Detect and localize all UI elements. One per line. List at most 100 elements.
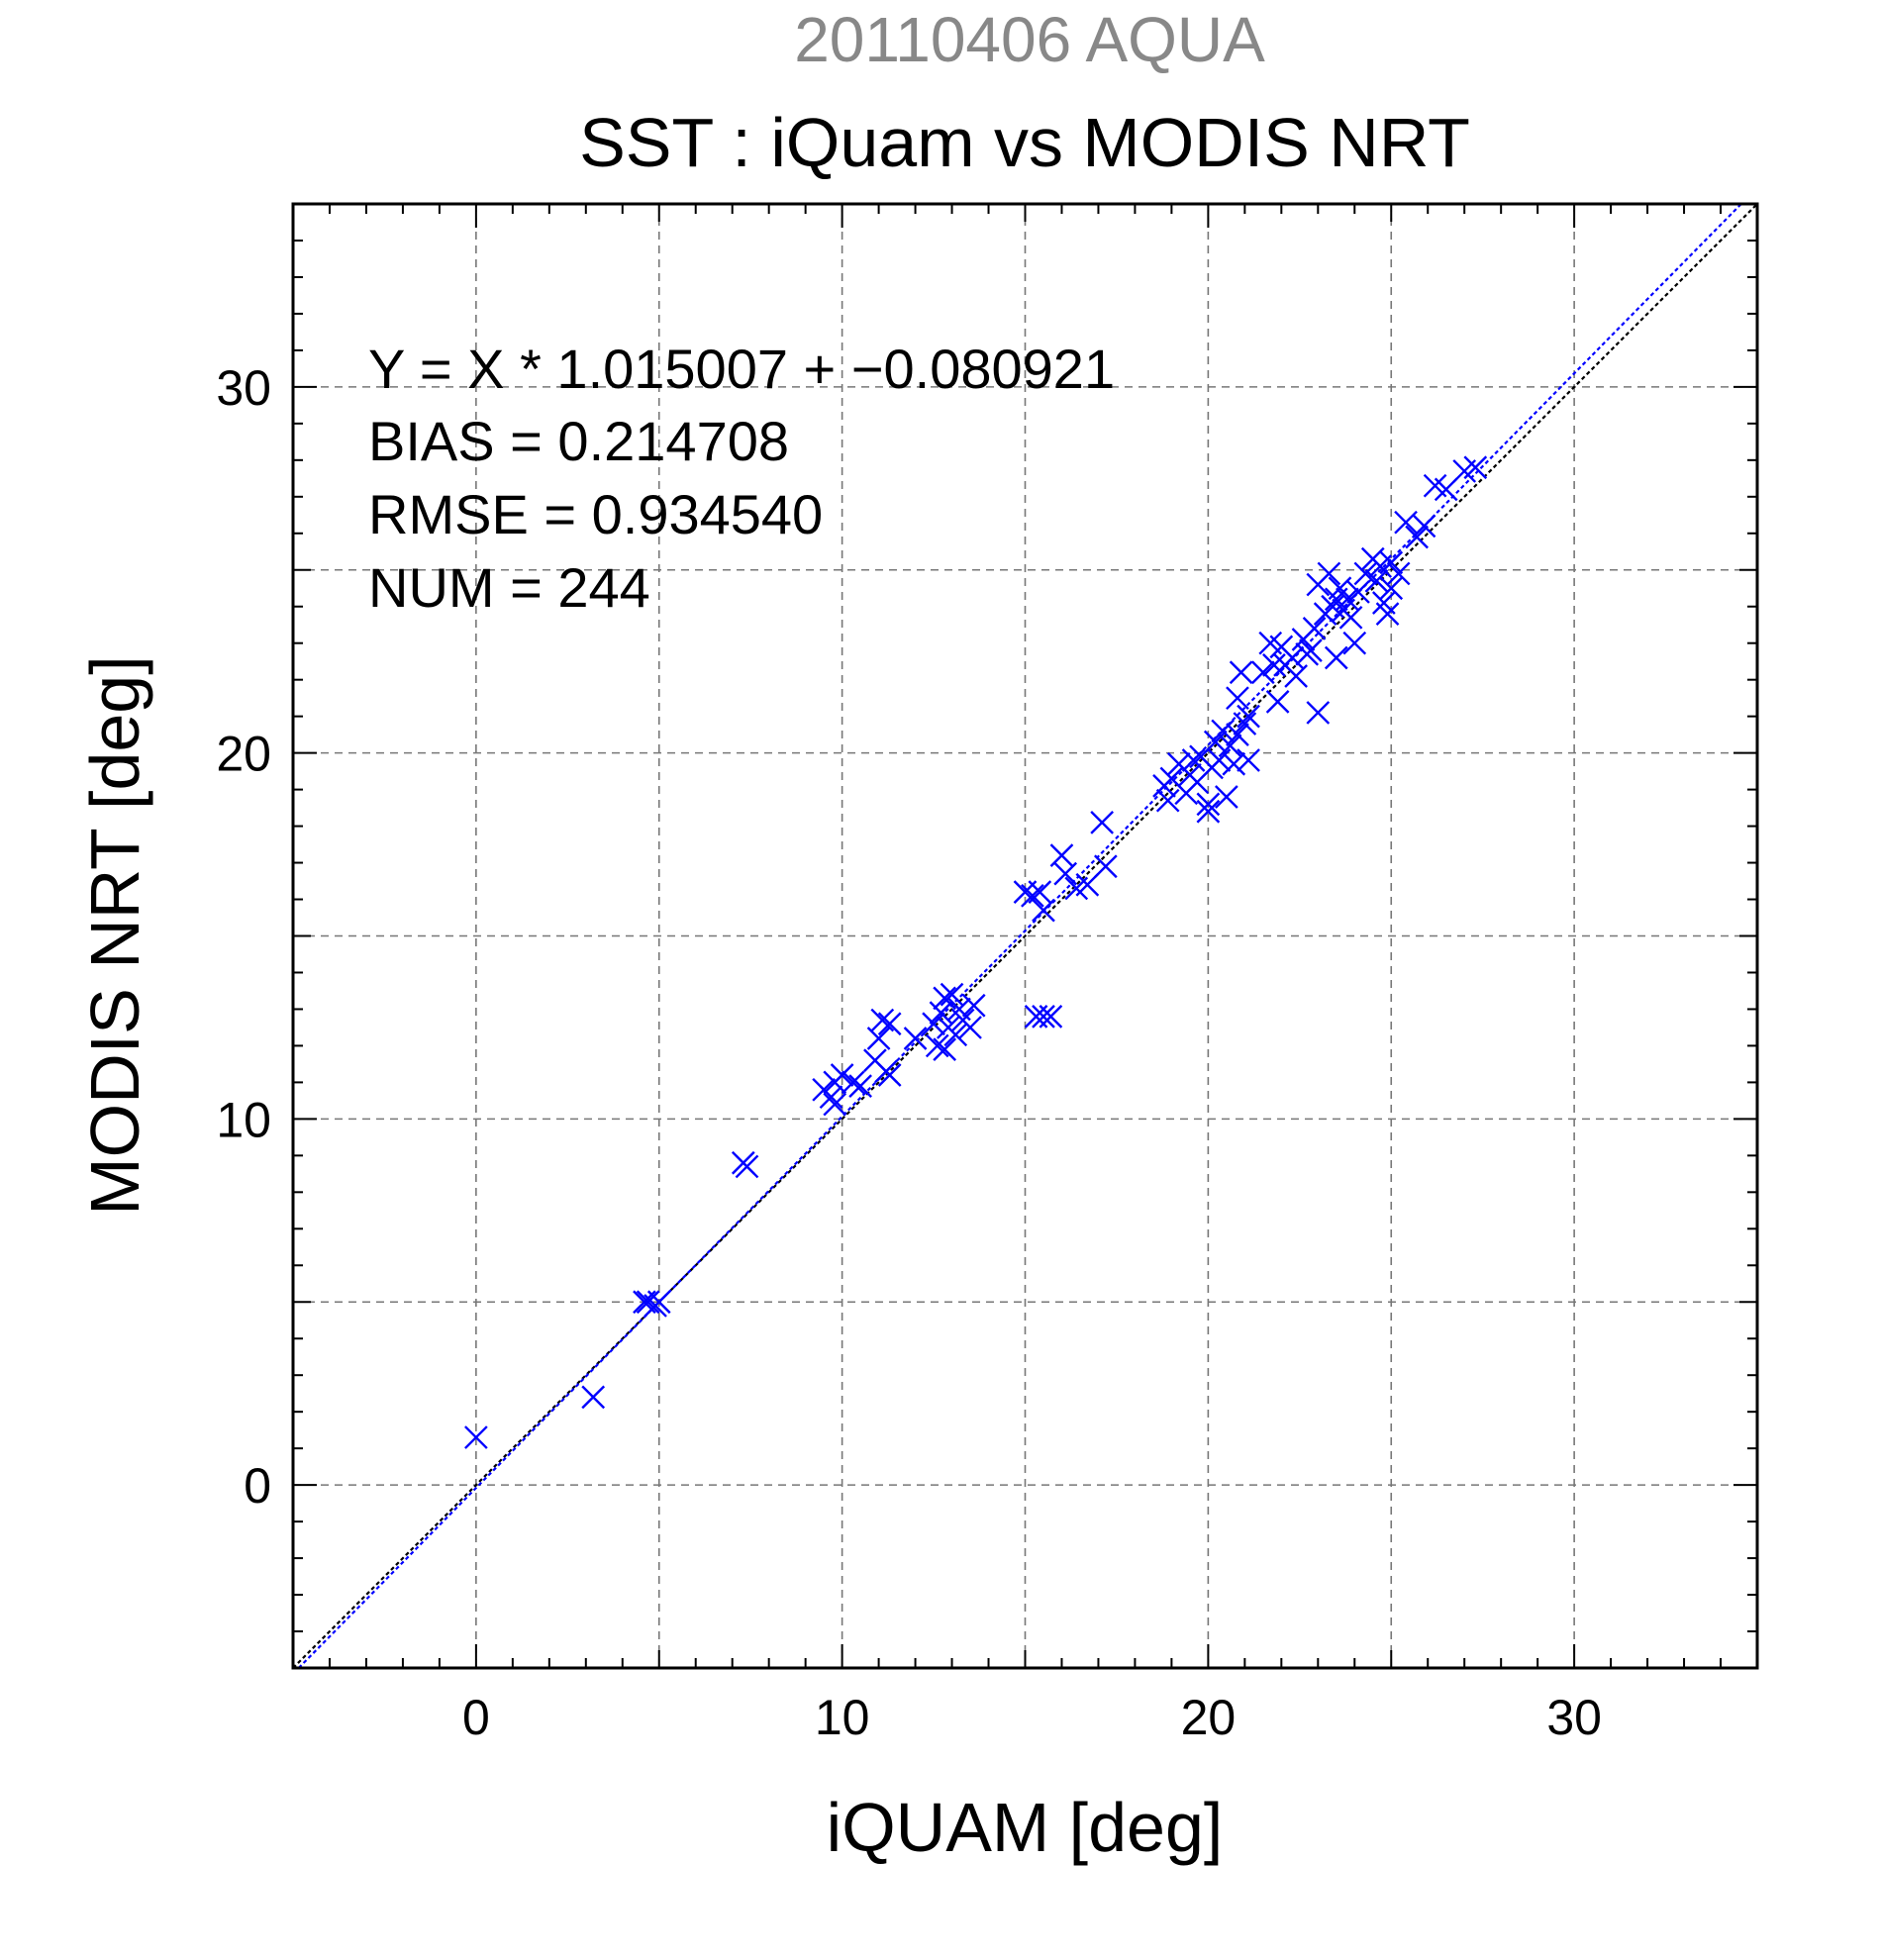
data-point bbox=[1379, 550, 1404, 575]
data-point bbox=[1211, 719, 1236, 743]
data-point bbox=[819, 1085, 843, 1110]
x-tick-labels: 0 10 20 30 bbox=[462, 1690, 1602, 1745]
data-point bbox=[1049, 843, 1074, 868]
grid-lines bbox=[293, 204, 1757, 1668]
data-point bbox=[1434, 477, 1458, 502]
data-point bbox=[636, 1290, 660, 1315]
bias-label: BIAS = 0.214708 bbox=[368, 410, 789, 472]
y-tick-labels: 0 10 20 30 bbox=[216, 360, 271, 1514]
regression-line bbox=[297, 203, 1742, 1669]
stats-annotations: Y = X * 1.015007 + −0.080921 BIAS = 0.21… bbox=[368, 338, 1115, 619]
x-axis-label: iQUAM [deg] bbox=[827, 1789, 1224, 1866]
data-point bbox=[933, 986, 957, 1011]
data-point bbox=[1299, 638, 1323, 662]
data-point bbox=[1226, 723, 1249, 746]
data-point bbox=[1237, 704, 1260, 729]
data-point bbox=[1364, 568, 1389, 593]
data-point bbox=[1021, 883, 1044, 908]
data-point bbox=[1394, 510, 1418, 535]
data-point bbox=[1353, 561, 1378, 586]
y-tick-label: 20 bbox=[216, 727, 271, 782]
data-point bbox=[848, 1074, 872, 1098]
data-point bbox=[1196, 799, 1221, 824]
num-label: NUM = 244 bbox=[368, 556, 650, 619]
y-tick-label: 30 bbox=[216, 360, 271, 416]
data-point bbox=[1181, 748, 1206, 772]
data-point bbox=[1229, 660, 1253, 685]
chart-title: SST : iQuam vs MODIS NRT bbox=[579, 104, 1470, 181]
data-point bbox=[1306, 701, 1331, 725]
data-point bbox=[943, 1023, 968, 1047]
y-axis-label: MODIS NRT [deg] bbox=[76, 655, 153, 1215]
plot-frame bbox=[291, 202, 1759, 1670]
data-point bbox=[1032, 898, 1055, 923]
x-tick-label: 30 bbox=[1546, 1690, 1602, 1745]
rmse-label: RMSE = 0.934540 bbox=[368, 483, 823, 545]
data-point bbox=[877, 1012, 902, 1036]
reference-lines bbox=[292, 203, 1758, 1669]
data-point bbox=[1237, 748, 1260, 772]
data-point bbox=[870, 1008, 895, 1032]
data-point bbox=[1302, 617, 1327, 640]
data-point bbox=[1405, 525, 1429, 549]
data-point bbox=[1328, 576, 1352, 601]
data-point bbox=[929, 1001, 953, 1025]
data-point bbox=[1032, 1004, 1055, 1029]
data-point bbox=[1284, 664, 1308, 688]
data-point bbox=[823, 1092, 847, 1117]
data-point bbox=[646, 1290, 671, 1315]
data-point bbox=[1463, 455, 1488, 480]
data-point bbox=[1250, 660, 1275, 685]
data-point bbox=[1375, 602, 1400, 626]
x-tick-label: 20 bbox=[1181, 1690, 1237, 1745]
data-point bbox=[1203, 730, 1228, 754]
regression-equation: Y = X * 1.015007 + −0.080921 bbox=[368, 338, 1115, 400]
data-point bbox=[1336, 587, 1359, 612]
data-point bbox=[1262, 653, 1286, 677]
x-tick-label: 0 bbox=[462, 1690, 490, 1745]
data-point bbox=[903, 1027, 928, 1050]
chart-subtitle: 20110406 AQUA bbox=[794, 4, 1265, 75]
data-point bbox=[581, 1385, 606, 1410]
y-tick-label: 10 bbox=[216, 1092, 271, 1147]
data-point bbox=[1090, 811, 1114, 834]
data-point bbox=[1196, 792, 1221, 817]
data-point bbox=[1338, 605, 1363, 630]
data-point bbox=[925, 1033, 949, 1058]
x-tick-label: 10 bbox=[815, 1690, 870, 1745]
data-point bbox=[1317, 561, 1341, 586]
data-point bbox=[877, 1063, 902, 1087]
data-point bbox=[866, 1027, 891, 1050]
data-point bbox=[933, 1037, 957, 1061]
data-point bbox=[1379, 576, 1404, 601]
data-point bbox=[1265, 690, 1290, 714]
data-point bbox=[841, 1070, 865, 1095]
data-points bbox=[464, 455, 1488, 1449]
y-tick-label: 0 bbox=[244, 1458, 271, 1514]
axis-ticks bbox=[292, 203, 1758, 1669]
one-to-one-line bbox=[292, 203, 1758, 1669]
data-point bbox=[1342, 631, 1367, 655]
data-point bbox=[1028, 880, 1052, 904]
data-point bbox=[1207, 748, 1232, 772]
data-point bbox=[1226, 686, 1249, 711]
data-point bbox=[464, 1425, 488, 1449]
data-point bbox=[1222, 751, 1246, 776]
data-point bbox=[1075, 872, 1100, 897]
data-point bbox=[1280, 645, 1305, 670]
data-point bbox=[735, 1154, 759, 1179]
data-point bbox=[1386, 561, 1411, 586]
data-point bbox=[1233, 712, 1257, 735]
data-point bbox=[1346, 580, 1370, 604]
data-point bbox=[940, 982, 964, 1007]
data-point bbox=[1324, 645, 1348, 670]
data-point bbox=[1218, 734, 1242, 758]
data-point bbox=[958, 1016, 982, 1039]
data-point bbox=[1215, 785, 1238, 809]
data-point bbox=[961, 993, 986, 1018]
data-point bbox=[1024, 1004, 1048, 1029]
data-point bbox=[1053, 861, 1078, 886]
data-point bbox=[1093, 854, 1118, 879]
data-point bbox=[1412, 514, 1436, 539]
